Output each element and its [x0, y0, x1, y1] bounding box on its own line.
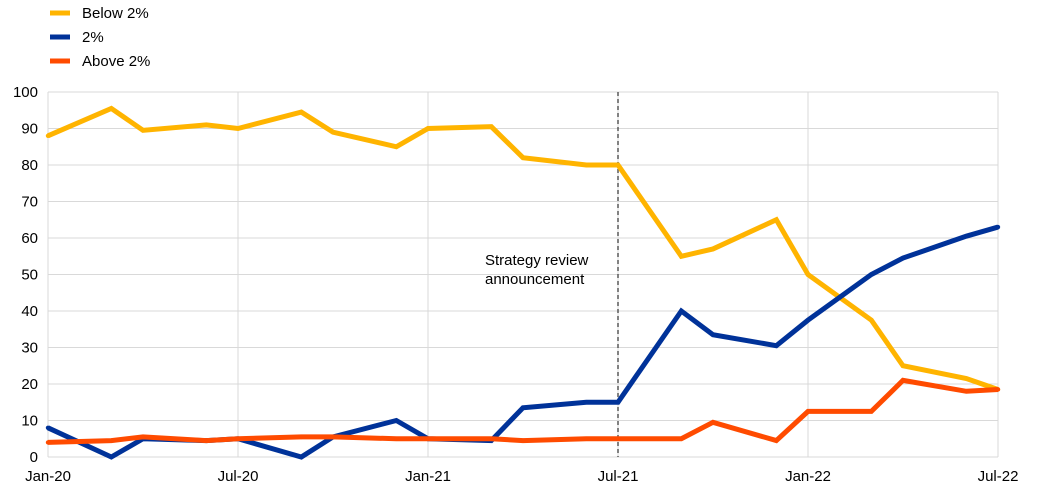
x-tick-label: Jul-20 — [218, 468, 259, 485]
data-point — [299, 109, 304, 115]
data-point — [489, 124, 494, 129]
legend-label: 2% — [82, 29, 104, 46]
data-point — [710, 332, 716, 337]
data-point — [204, 438, 209, 443]
data-point — [330, 129, 336, 135]
y-tick-label: 80 — [21, 157, 38, 174]
data-point — [679, 254, 684, 259]
data-point — [520, 155, 526, 160]
data-point — [584, 162, 589, 168]
x-tick-label: Jan-20 — [25, 468, 71, 485]
gridlines — [47, 91, 999, 458]
data-point — [394, 436, 399, 441]
data-point — [964, 389, 969, 394]
data-point — [45, 440, 51, 445]
data-point — [330, 434, 336, 440]
data-point — [425, 126, 431, 131]
data-point — [520, 405, 526, 410]
series-line-above-2-2 — [47, 377, 999, 445]
data-point — [489, 436, 494, 441]
data-point — [679, 436, 684, 441]
data-point — [299, 434, 304, 440]
x-tick-label: Jan-21 — [405, 468, 451, 485]
data-point — [774, 343, 779, 348]
data-point — [995, 224, 1001, 230]
y-tick-label: 10 — [21, 413, 38, 430]
data-point — [964, 376, 969, 381]
y-tick-label: 0 — [30, 449, 38, 466]
data-point — [869, 317, 874, 323]
x-axis-ticks: Jan-20 Jul-20 Jan-21 Jul-21 Jan-22 Jul-22 — [25, 468, 1018, 485]
y-tick-label: 50 — [21, 267, 38, 284]
data-point — [710, 420, 716, 425]
y-tick-label: 40 — [21, 303, 38, 320]
y-axis-ticks: 0 10 20 30 40 50 60 70 80 90 100 — [13, 84, 38, 466]
x-tick-label: Jan-22 — [785, 468, 831, 485]
data-point — [900, 255, 906, 261]
data-point — [204, 122, 209, 128]
annotation-label: Strategy review — [485, 252, 589, 269]
data-point — [109, 106, 114, 111]
data-point — [299, 454, 304, 460]
data-point — [869, 409, 874, 414]
data-point — [805, 409, 811, 414]
legend-label: Below 2% — [82, 5, 149, 22]
data-point — [615, 162, 621, 168]
data-point — [805, 317, 811, 323]
data-point — [584, 400, 589, 405]
legend: Below 2% 2% Above 2% — [50, 5, 150, 70]
data-point — [995, 387, 1001, 392]
y-tick-label: 20 — [21, 376, 38, 393]
data-point — [45, 133, 51, 138]
data-point — [109, 438, 114, 443]
data-point — [425, 436, 431, 441]
data-point — [45, 425, 51, 430]
data-point — [394, 418, 399, 423]
data-point — [805, 272, 811, 277]
x-tick-label: Jul-21 — [598, 468, 639, 485]
data-point — [235, 436, 241, 441]
x-tick-label: Jul-22 — [978, 468, 1019, 485]
data-point — [710, 246, 716, 252]
y-tick-label: 70 — [21, 194, 38, 211]
data-point — [900, 378, 906, 383]
data-point — [964, 233, 969, 239]
data-point — [394, 144, 399, 149]
data-point — [900, 363, 906, 368]
y-tick-label: 100 — [13, 84, 38, 101]
data-point — [615, 400, 621, 405]
y-tick-label: 60 — [21, 230, 38, 247]
y-tick-label: 30 — [21, 340, 38, 357]
annotation-label: announcement — [485, 271, 585, 288]
data-point — [679, 308, 684, 314]
data-point — [774, 438, 779, 443]
data-point — [109, 454, 114, 460]
data-point — [140, 128, 146, 133]
data-point — [235, 126, 241, 131]
data-point — [584, 436, 589, 441]
legend-label: Above 2% — [82, 53, 150, 70]
data-point — [140, 434, 146, 440]
data-point — [774, 217, 779, 222]
data-point — [615, 436, 621, 441]
data-point — [869, 272, 874, 277]
y-tick-label: 90 — [21, 121, 38, 138]
series-lines — [45, 105, 1001, 460]
annotation: Strategy review announcement — [485, 92, 619, 457]
data-point — [520, 438, 526, 443]
